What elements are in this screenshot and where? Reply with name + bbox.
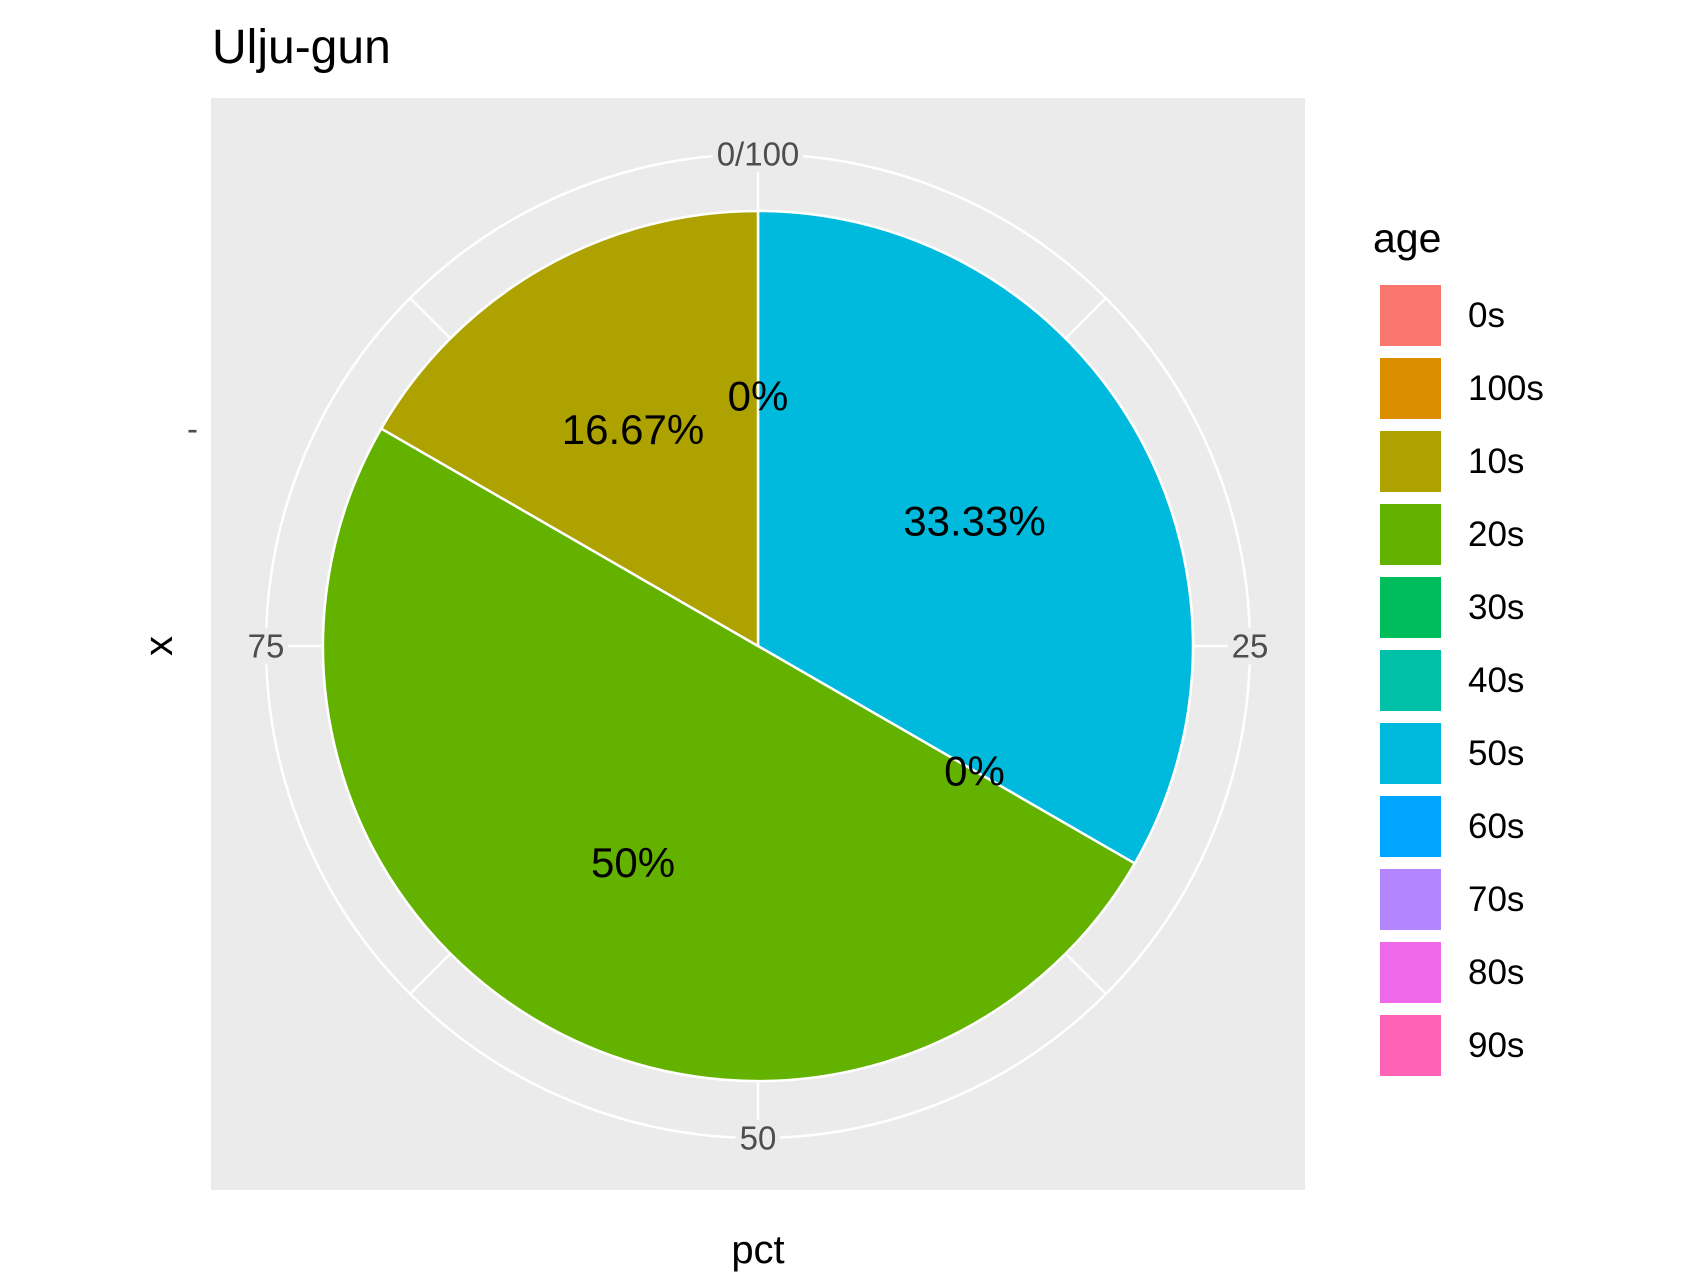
legend-key-40s	[1378, 648, 1443, 713]
data-label-40s: 0%	[944, 747, 1005, 794]
angle-tick-label: 25	[1232, 628, 1269, 665]
legend-label-60s: 60s	[1468, 807, 1524, 846]
grid-spoke	[409, 297, 452, 340]
legend-label-70s: 70s	[1468, 880, 1524, 919]
legend-label-40s: 40s	[1468, 661, 1524, 700]
legend-label-90s: 90s	[1468, 1026, 1524, 1065]
angle-tick-label: 0/100	[717, 136, 800, 173]
pie-slice-10s	[379, 209, 760, 649]
y-axis-title: x	[137, 636, 181, 656]
pie-slice-20s	[321, 426, 1137, 1083]
legend-key-100s	[1378, 356, 1443, 421]
legend-label-0s: 0s	[1468, 296, 1505, 335]
tick-label-background	[1227, 627, 1273, 665]
legend-label-10s: 10s	[1468, 442, 1524, 481]
legend-label-20s: 20s	[1468, 515, 1524, 554]
data-label-10s: 16.67%	[562, 406, 704, 453]
x-axis-title: pct	[731, 1228, 784, 1272]
tick-label-background	[243, 627, 289, 665]
legend-key-20s	[1378, 502, 1443, 567]
pie-slices	[321, 209, 1195, 1083]
chart-title: Ulju-gun	[212, 21, 391, 74]
legend-key-90s	[1378, 1013, 1443, 1078]
legend-key-80s	[1378, 940, 1443, 1005]
angle-tick-label: 75	[248, 628, 285, 665]
legend-label-80s: 80s	[1468, 953, 1524, 992]
angle-tick-label: 50	[740, 1120, 777, 1157]
tick-label-background	[712, 135, 804, 173]
angle-axis-ticks: 0/100 25 50 75	[243, 135, 1273, 1157]
legend-title: age	[1373, 215, 1441, 261]
legend-key-60s	[1378, 794, 1443, 859]
y-axis-tick-label: -	[187, 410, 198, 447]
tick-label-background	[735, 1119, 781, 1157]
legend-key-10s	[1378, 429, 1443, 494]
pie-data-labels: 33.33% 0% 50% 16.67% 0%	[562, 373, 1046, 887]
legend-key-50s	[1378, 721, 1443, 786]
legend-label-30s: 30s	[1468, 588, 1524, 627]
data-label-100s: 0%	[728, 373, 789, 420]
legend: 0s 100s 10s 20s 30s 40s 50s 60s 70s 80s 90s	[1378, 283, 1544, 1078]
legend-key-70s	[1378, 867, 1443, 932]
grid-spoke	[1064, 952, 1107, 995]
legend-key-0s	[1378, 283, 1443, 348]
pie-slice-50s	[756, 209, 1195, 866]
legend-label-100s: 100s	[1468, 369, 1544, 408]
legend-label-50s: 50s	[1468, 734, 1524, 773]
grid-spoke	[409, 952, 452, 995]
legend-key-30s	[1378, 575, 1443, 640]
data-label-20s: 50%	[591, 839, 675, 886]
grid-spoke	[1064, 297, 1107, 340]
data-label-50s: 33.33%	[903, 497, 1045, 544]
